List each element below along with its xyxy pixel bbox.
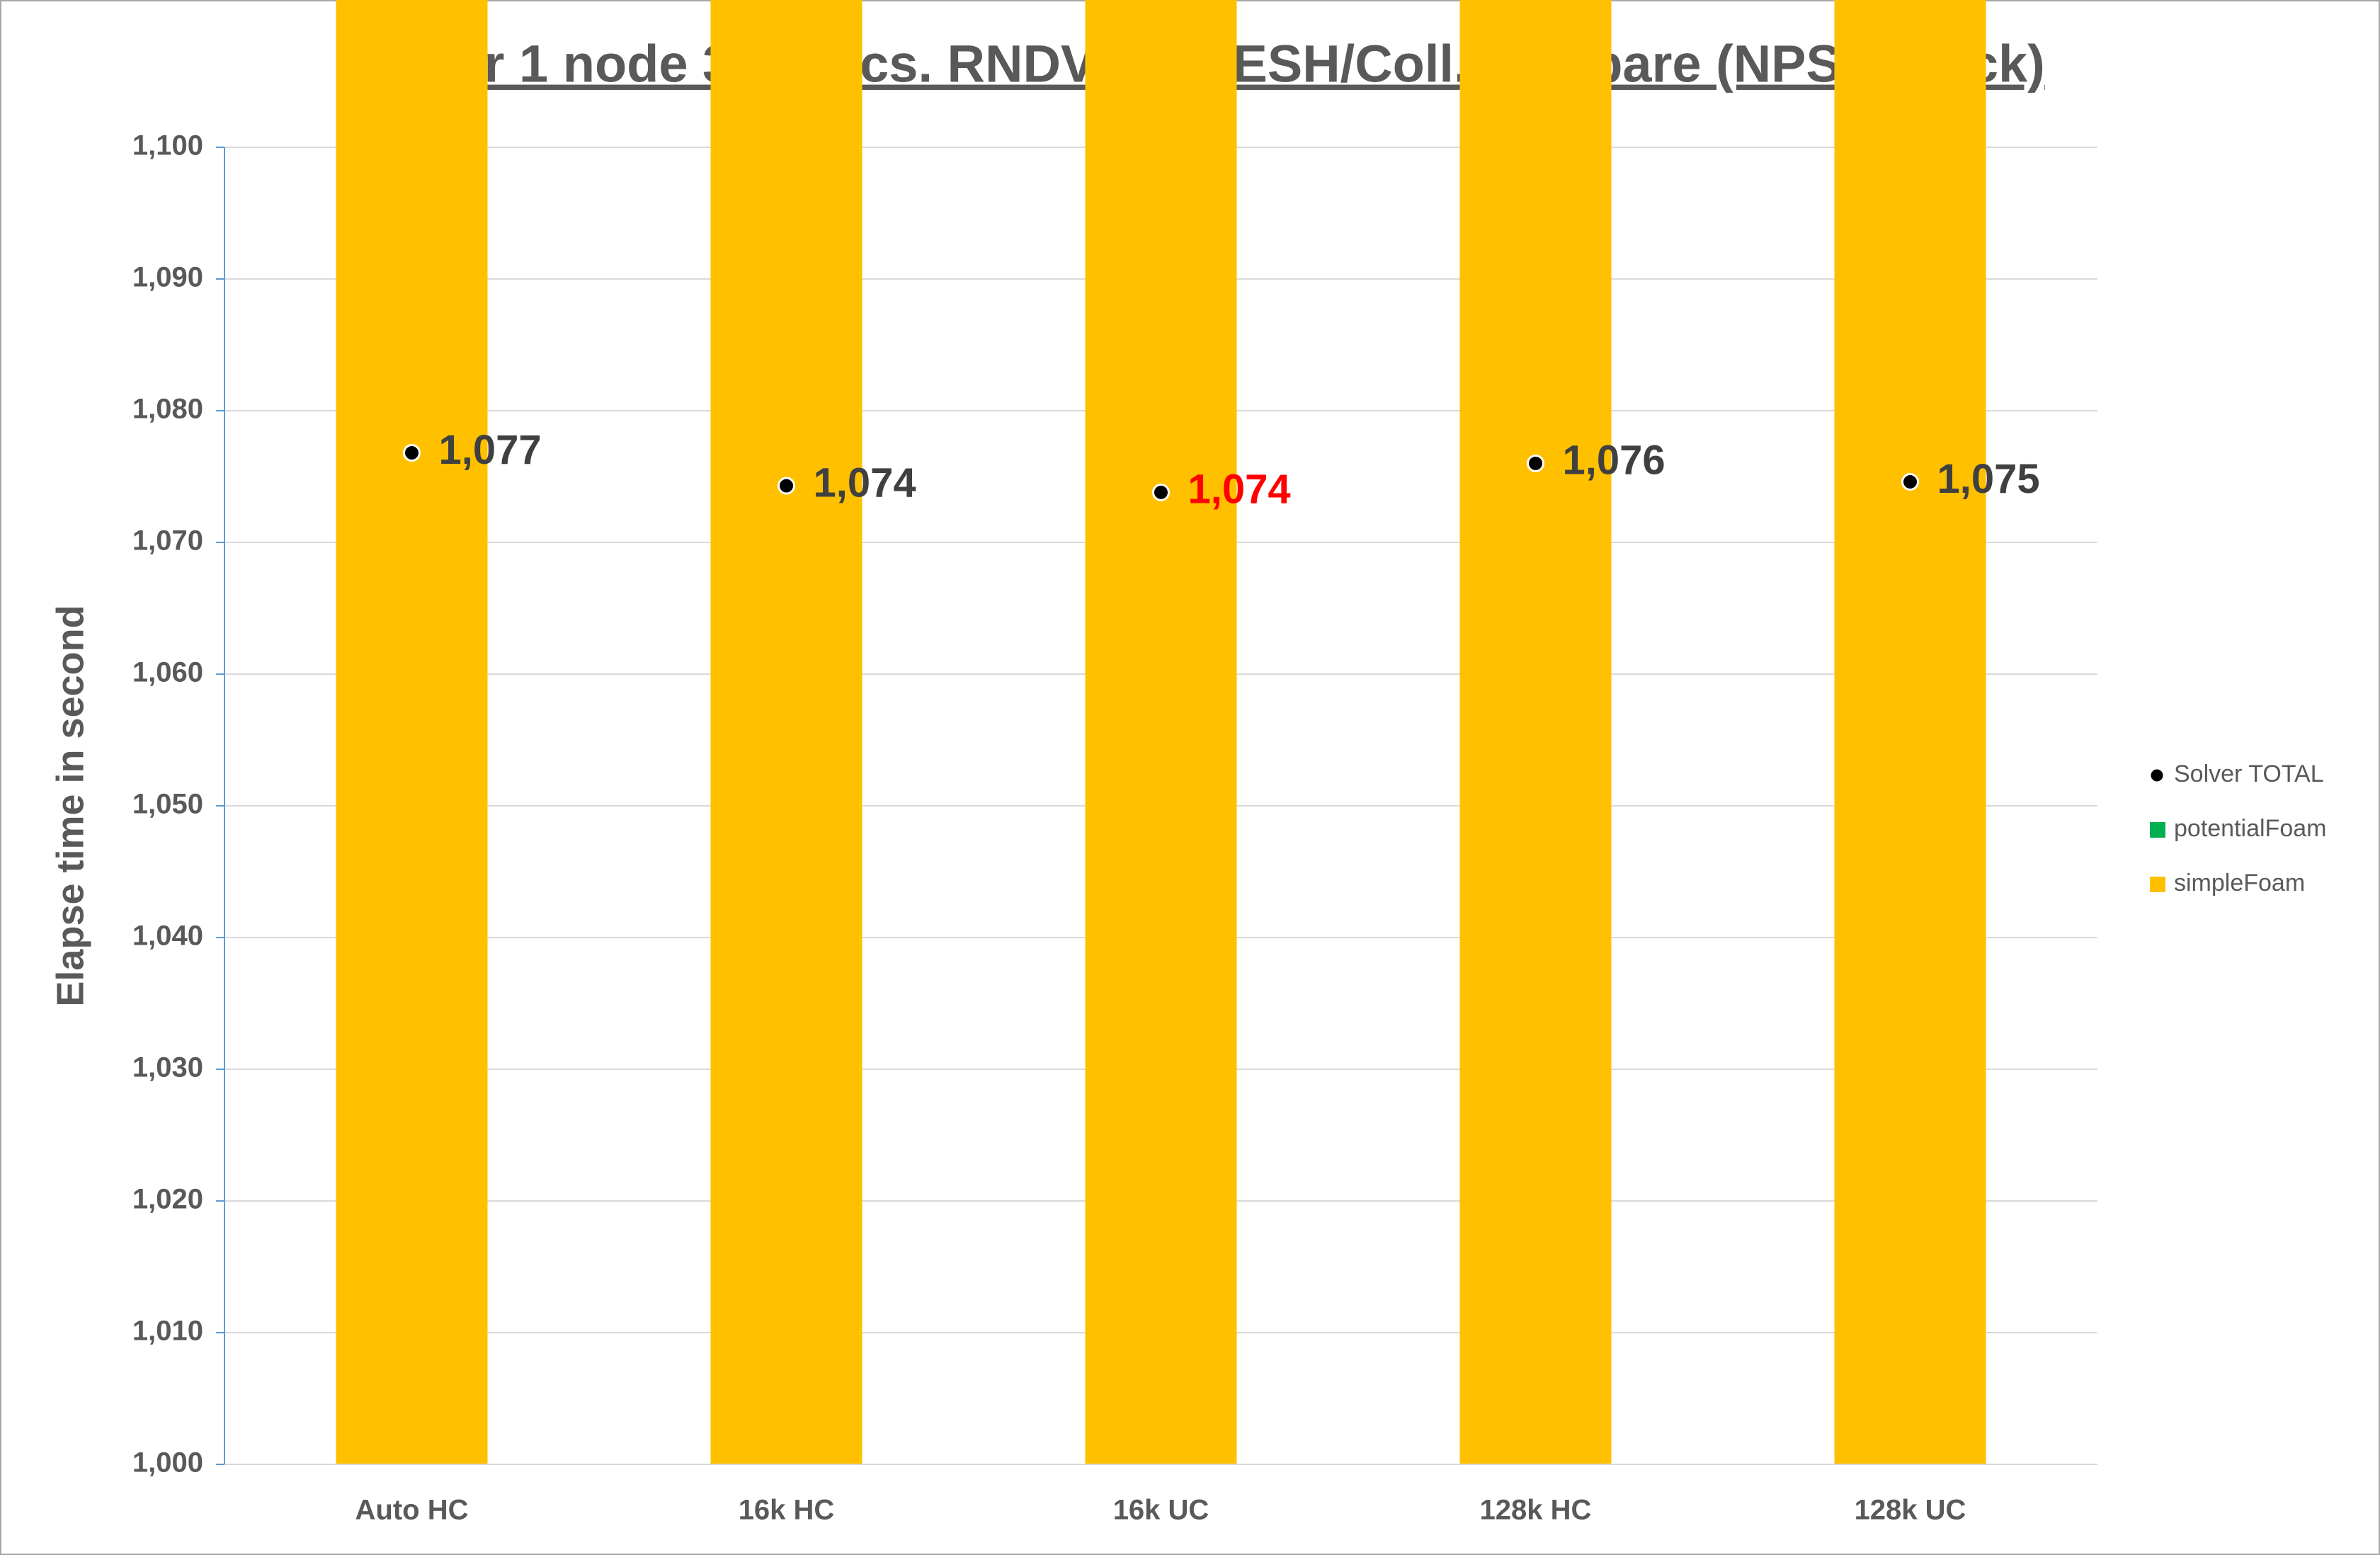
point [403, 444, 421, 462]
data-label: 1,076 [1563, 438, 1666, 484]
point [1901, 472, 1919, 491]
y-tick-label: 1,070 [132, 525, 203, 557]
x-tick-label: 16k UC [1113, 1495, 1209, 1526]
y-tick-label: 1,030 [132, 1052, 203, 1083]
data-label: 1,074 [1188, 467, 1291, 513]
data-label: 1,077 [439, 427, 542, 473]
legend-label: Solver TOTAL [2174, 761, 2324, 787]
legend-swatch [2150, 877, 2165, 892]
legend-swatch [2150, 822, 2165, 838]
point [1527, 454, 1544, 472]
data-label: 1,075 [1937, 456, 2040, 502]
bar [1459, 0, 1612, 1464]
bar [1085, 0, 1237, 1464]
y-tick-label: 1,090 [132, 262, 203, 293]
legend-label: potentialFoam [2174, 815, 2326, 842]
y-tick-label: 1,080 [132, 394, 203, 425]
point [778, 477, 795, 495]
y-tick-label: 1,010 [132, 1316, 203, 1347]
y-tick-label: 1,040 [132, 921, 203, 952]
bar [710, 0, 862, 1464]
x-tick-label: Auto HC [355, 1495, 469, 1526]
y-tick-label: 1,060 [132, 657, 203, 688]
point [1152, 483, 1170, 501]
data-label: 1,074 [814, 460, 916, 506]
y-tick-label: 1,050 [132, 789, 203, 820]
legend-swatch [2148, 767, 2165, 784]
x-tick-label: 128k UC [1855, 1495, 1966, 1526]
y-tick-label: 1,100 [132, 130, 203, 161]
x-tick-label: 128k HC [1480, 1495, 1592, 1526]
y-tick-label: 1,000 [132, 1447, 203, 1479]
bar [336, 0, 488, 1464]
legend-label: simpleFoam [2174, 870, 2305, 896]
x-tick-label: 16k HC [739, 1495, 835, 1526]
y-axis-label: Elapse time in second [49, 605, 91, 1006]
y-tick-label: 1,020 [132, 1184, 203, 1215]
bar [1834, 0, 1986, 1464]
